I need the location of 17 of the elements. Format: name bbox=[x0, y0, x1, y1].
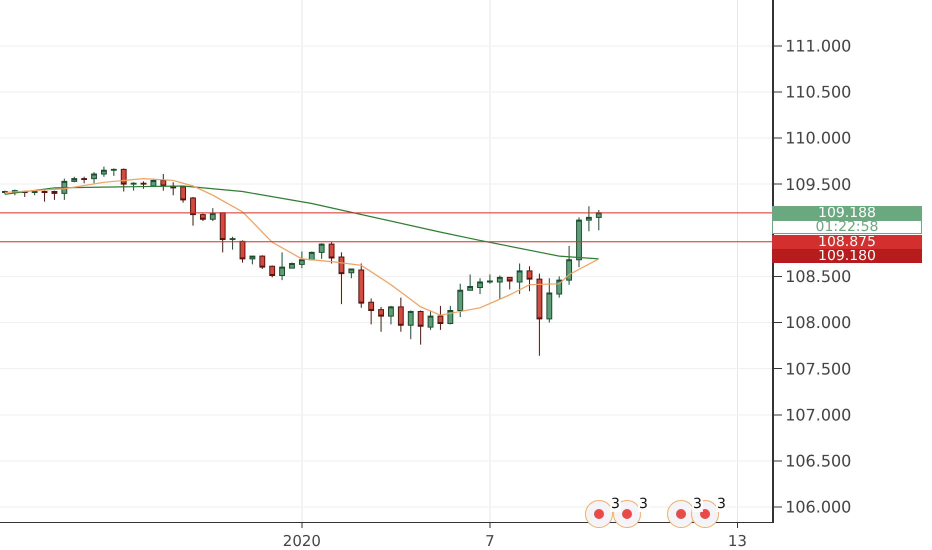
y-tick-label: 107.500 bbox=[785, 359, 852, 378]
y-tick-label: 108.000 bbox=[785, 313, 852, 332]
y-tick-label: 107.000 bbox=[785, 405, 852, 424]
annotation: 3 bbox=[638, 496, 649, 512]
y-tick-label: 106.000 bbox=[785, 498, 852, 517]
annotation: 3 bbox=[610, 496, 621, 512]
annotation: 3 bbox=[692, 496, 703, 512]
y-tick-label: 110.000 bbox=[785, 128, 852, 148]
annotation: 3 bbox=[716, 496, 727, 512]
x-tick-label: 2020 bbox=[282, 532, 321, 550]
x-tick-label: 7 bbox=[485, 532, 495, 550]
x-tick-label: 13 bbox=[728, 532, 747, 550]
y-tick-label: 108.500 bbox=[785, 267, 852, 286]
y-tick-label: 109.500 bbox=[785, 174, 852, 194]
y-tick-label: 106.500 bbox=[785, 452, 852, 471]
y-tick-label: 110.500 bbox=[785, 82, 852, 102]
y-tick-label: 111.000 bbox=[785, 36, 852, 56]
